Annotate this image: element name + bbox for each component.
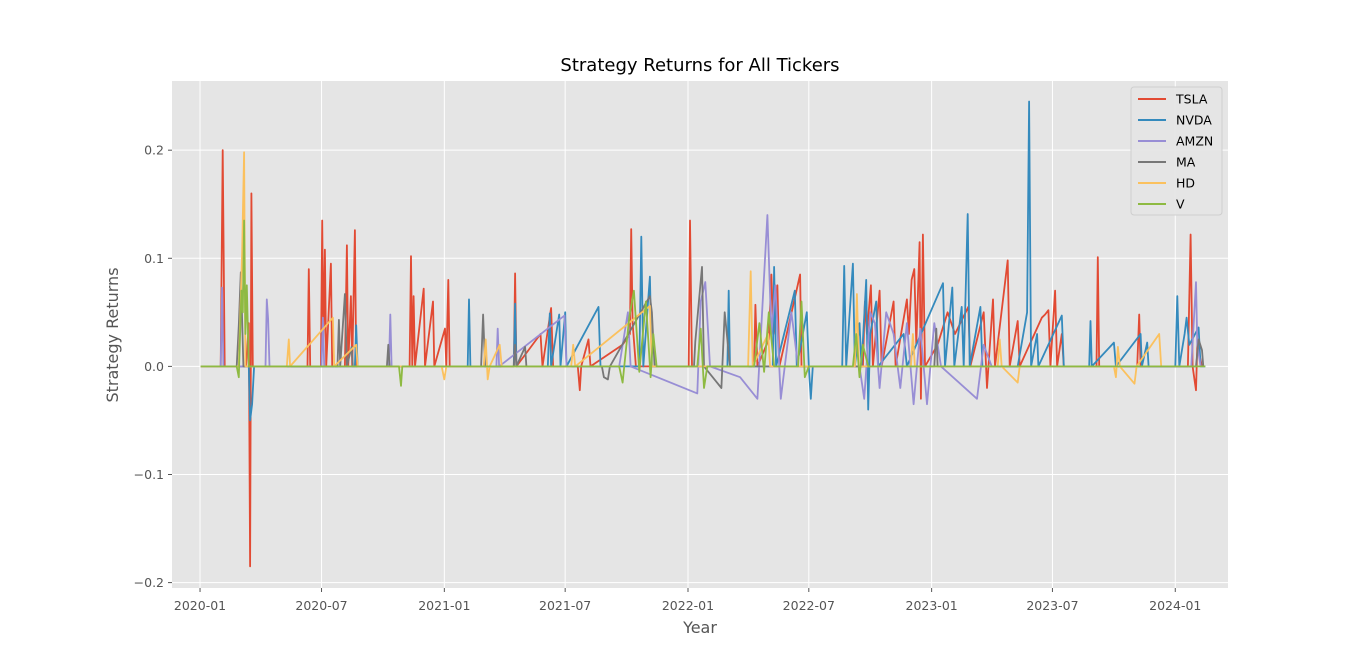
y-tick-label: 0.0 <box>144 359 164 374</box>
chart-title: Strategy Returns for All Tickers <box>560 55 839 76</box>
x-tick-label: 2023-01 <box>906 598 958 613</box>
y-tick-label: −0.1 <box>134 467 164 482</box>
x-tick-label: 2021-01 <box>418 598 470 613</box>
y-axis: −0.2 −0.1 0.0 0.1 0.2 <box>134 143 172 590</box>
series-line-hd <box>200 151 1163 385</box>
x-axis: 2020-01 2020-07 2021-01 2021-07 2022-01 2022-… <box>174 588 1201 613</box>
x-tick-label: 2022-01 <box>662 598 714 613</box>
legend-label-tsla: TSLA <box>1175 92 1208 107</box>
x-tick-label: 2024-01 <box>1149 598 1201 613</box>
legend-label-amzn: AMZN <box>1176 134 1213 149</box>
y-tick-label: 0.2 <box>144 143 164 158</box>
legend-label-nvda: NVDA <box>1176 113 1212 128</box>
y-axis-label: Strategy Returns <box>103 267 122 402</box>
series-line-ma <box>200 265 1205 389</box>
legend-label-ma: MA <box>1176 155 1196 170</box>
x-axis-label: Year <box>682 618 717 637</box>
x-tick-label: 2022-07 <box>783 598 835 613</box>
legend-label-hd: HD <box>1176 176 1195 191</box>
series-line-tsla <box>200 149 1203 568</box>
series-line-v <box>200 219 1206 389</box>
y-tick-label: 0.1 <box>144 251 164 266</box>
series-line-amzn <box>200 214 1202 406</box>
x-tick-label: 2023-07 <box>1026 598 1078 613</box>
x-tick-label: 2020-07 <box>295 598 347 613</box>
x-tick-label: 2020-01 <box>174 598 226 613</box>
legend-label-v: V <box>1176 197 1185 212</box>
legend: TSLA NVDA AMZN MA HD V <box>1130 86 1223 216</box>
x-tick-label: 2021-07 <box>539 598 591 613</box>
y-tick-label: −0.2 <box>134 575 164 590</box>
series-lines <box>200 100 1206 568</box>
